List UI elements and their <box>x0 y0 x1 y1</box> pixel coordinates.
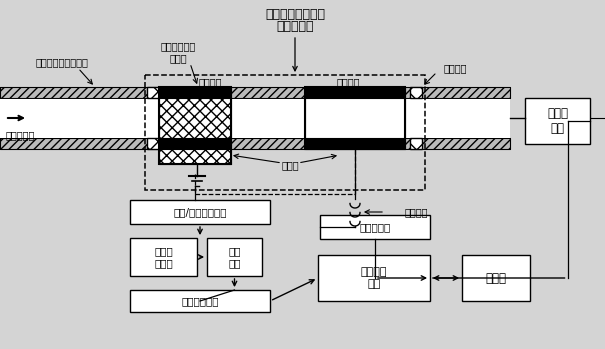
Text: 直流放大单元: 直流放大单元 <box>182 296 219 306</box>
Text: 电感模块: 电感模块 <box>405 207 428 217</box>
Text: 数据采集
模块: 数据采集 模块 <box>361 267 387 289</box>
Bar <box>159 149 231 164</box>
Bar <box>159 87 231 164</box>
Bar <box>318 255 430 301</box>
Text: 交流整
流单元: 交流整 流单元 <box>154 246 173 268</box>
Text: 检测电极金属
屏蔽罩: 检测电极金属 屏蔽罩 <box>160 41 195 63</box>
Bar <box>462 255 530 301</box>
Bar <box>145 75 425 190</box>
Text: 滤波
单元: 滤波 单元 <box>228 246 241 268</box>
Bar <box>410 138 422 149</box>
Text: 激励电极: 激励电极 <box>336 77 360 87</box>
Bar <box>130 238 197 276</box>
Text: 计算机: 计算机 <box>485 272 506 284</box>
Text: 电导传感器: 电导传感器 <box>276 21 314 34</box>
Bar <box>0 98 510 138</box>
Text: 交流激励源: 交流激励源 <box>359 222 391 232</box>
Bar <box>0 87 510 98</box>
Bar <box>130 200 270 224</box>
Bar <box>207 238 262 276</box>
Bar <box>159 138 231 149</box>
Bar <box>305 138 405 149</box>
Bar <box>159 98 231 138</box>
Text: 检测电极: 检测电极 <box>198 77 222 87</box>
Bar <box>147 138 159 149</box>
Bar <box>159 87 231 98</box>
Bar <box>147 87 159 98</box>
Bar <box>305 87 405 98</box>
Bar <box>305 98 405 138</box>
Bar <box>130 290 270 312</box>
Bar <box>410 87 422 98</box>
Text: 屏蔽线: 屏蔽线 <box>281 160 299 170</box>
Text: 绝缘管道: 绝缘管道 <box>443 63 466 73</box>
Bar <box>305 87 405 149</box>
Text: 电容耦合式非接触: 电容耦合式非接触 <box>265 7 325 21</box>
Text: 电流/电压转换单元: 电流/电压转换单元 <box>173 207 227 217</box>
Text: 气液两相流: 气液两相流 <box>5 130 34 140</box>
Text: 气液两相流测量管路: 气液两相流测量管路 <box>36 57 88 67</box>
Bar <box>320 215 430 239</box>
Bar <box>525 98 590 144</box>
Bar <box>0 138 510 149</box>
Text: 温度传
感器: 温度传 感器 <box>547 107 568 135</box>
